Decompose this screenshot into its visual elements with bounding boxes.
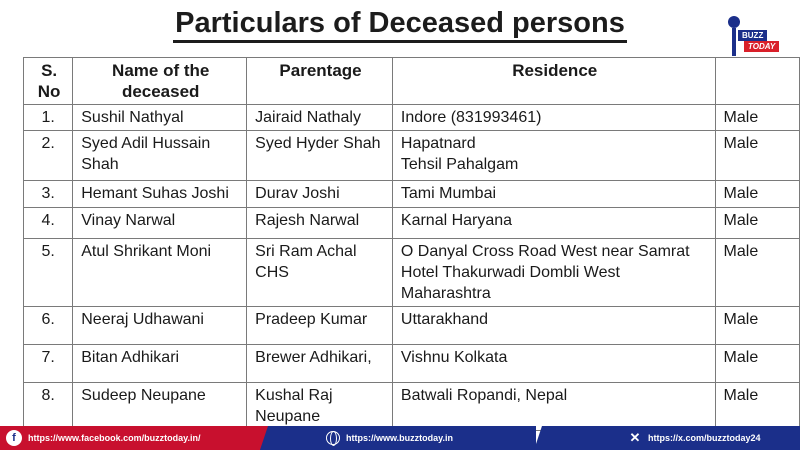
cell-residence: Hapatnard Tehsil Pahalgam bbox=[391, 130, 716, 181]
cell-sno: 8. bbox=[22, 382, 74, 431]
cell-sno: 6. bbox=[22, 306, 74, 345]
logo-text-top: BUZZ bbox=[738, 30, 768, 41]
table-header-row: S. No Name of the deceased Parentage Res… bbox=[22, 57, 800, 105]
microphone-icon bbox=[728, 16, 740, 58]
facebook-url: https://www.facebook.com/buzztoday.in/ bbox=[28, 433, 201, 443]
table-row: 5. Atul Shrikant Moni Sri Ram Achal CHS … bbox=[22, 238, 800, 307]
globe-icon bbox=[326, 431, 340, 446]
cell-name: Atul Shrikant Moni bbox=[72, 238, 248, 307]
footer-bar: f https://www.facebook.com/buzztoday.in/… bbox=[0, 426, 800, 450]
x-link[interactable]: ✕ https://x.com/buzztoday24 bbox=[534, 426, 800, 450]
cell-name: Syed Adil Hussain Shah bbox=[72, 130, 248, 181]
cell-residence: Tami Mumbai bbox=[391, 180, 716, 208]
cell-gender: Male bbox=[714, 382, 800, 431]
cell-sno: 2. bbox=[22, 130, 74, 181]
cell-sno: 4. bbox=[22, 207, 74, 239]
table-row: 2. Syed Adil Hussain Shah Syed Hyder Sha… bbox=[22, 130, 800, 181]
table-row: 7. Bitan Adhikari Brewer Adhikari, Vishn… bbox=[22, 344, 800, 383]
cell-sno: 7. bbox=[22, 344, 74, 383]
cell-parentage: Brewer Adhikari, bbox=[246, 344, 393, 383]
cell-gender: Male bbox=[714, 306, 800, 345]
cell-sno: 1. bbox=[22, 104, 74, 131]
page-title: Particulars of Deceased persons bbox=[173, 6, 627, 43]
cell-residence: Indore (831993461) bbox=[391, 104, 716, 131]
cell-residence: Batwali Ropandi, Nepal bbox=[391, 382, 716, 431]
cell-residence: Vishnu Kolkata bbox=[391, 344, 716, 383]
cell-sno: 5. bbox=[22, 238, 74, 307]
cell-name: Vinay Narwal bbox=[72, 207, 248, 239]
cell-residence: Karnal Haryana bbox=[391, 207, 716, 239]
cell-parentage: Jairaid Nathaly bbox=[246, 104, 393, 131]
cell-gender: Male bbox=[714, 130, 800, 181]
cell-parentage: Pradeep Kumar bbox=[246, 306, 393, 345]
cell-parentage: Kushal Raj Neupane bbox=[246, 382, 393, 431]
table-row: 1. Sushil Nathyal Jairaid Nathaly Indore… bbox=[22, 104, 800, 131]
website-link[interactable]: https://www.buzztoday.in bbox=[260, 426, 536, 450]
facebook-icon: f bbox=[6, 430, 22, 446]
cell-parentage: Syed Hyder Shah bbox=[246, 130, 393, 181]
cell-parentage: Durav Joshi bbox=[246, 180, 393, 208]
logo-text-bottom: TODAY bbox=[744, 41, 780, 52]
cell-parentage: Rajesh Narwal bbox=[246, 207, 393, 239]
header-sno: S. No bbox=[22, 57, 74, 105]
x-url: https://x.com/buzztoday24 bbox=[648, 433, 761, 443]
cell-residence: O Danyal Cross Road West near Samrat Hot… bbox=[391, 238, 716, 307]
cell-gender: Male bbox=[714, 344, 800, 383]
facebook-link[interactable]: f https://www.facebook.com/buzztoday.in/ bbox=[0, 426, 268, 450]
cell-gender: Male bbox=[714, 180, 800, 208]
deceased-table: S. No Name of the deceased Parentage Res… bbox=[22, 57, 800, 431]
cell-sno: 3. bbox=[22, 180, 74, 208]
title-area: Particulars of Deceased persons bbox=[0, 6, 800, 43]
header-parentage: Parentage bbox=[246, 57, 393, 105]
table-row: 6. Neeraj Udhawani Pradeep Kumar Uttarak… bbox=[22, 306, 800, 345]
table-row: 8. Sudeep Neupane Kushal Raj Neupane Bat… bbox=[22, 382, 800, 431]
header-gender bbox=[714, 57, 800, 105]
cell-gender: Male bbox=[714, 104, 800, 131]
cell-gender: Male bbox=[714, 207, 800, 239]
cell-gender: Male bbox=[714, 238, 800, 307]
table-row: 3. Hemant Suhas Joshi Durav Joshi Tami M… bbox=[22, 180, 800, 208]
buzz-today-logo: BUZZ TODAY bbox=[722, 16, 794, 60]
cell-name: Sudeep Neupane bbox=[72, 382, 248, 431]
cell-name: Bitan Adhikari bbox=[72, 344, 248, 383]
header-name: Name of the deceased bbox=[72, 57, 248, 105]
website-url: https://www.buzztoday.in bbox=[346, 433, 453, 443]
x-icon: ✕ bbox=[629, 430, 641, 445]
header-residence: Residence bbox=[391, 57, 716, 105]
cell-name: Hemant Suhas Joshi bbox=[72, 180, 248, 208]
cell-name: Sushil Nathyal bbox=[72, 104, 248, 131]
cell-name: Neeraj Udhawani bbox=[72, 306, 248, 345]
cell-residence: Uttarakhand bbox=[391, 306, 716, 345]
cell-parentage: Sri Ram Achal CHS bbox=[246, 238, 393, 307]
table-row: 4. Vinay Narwal Rajesh Narwal Karnal Har… bbox=[22, 207, 800, 239]
